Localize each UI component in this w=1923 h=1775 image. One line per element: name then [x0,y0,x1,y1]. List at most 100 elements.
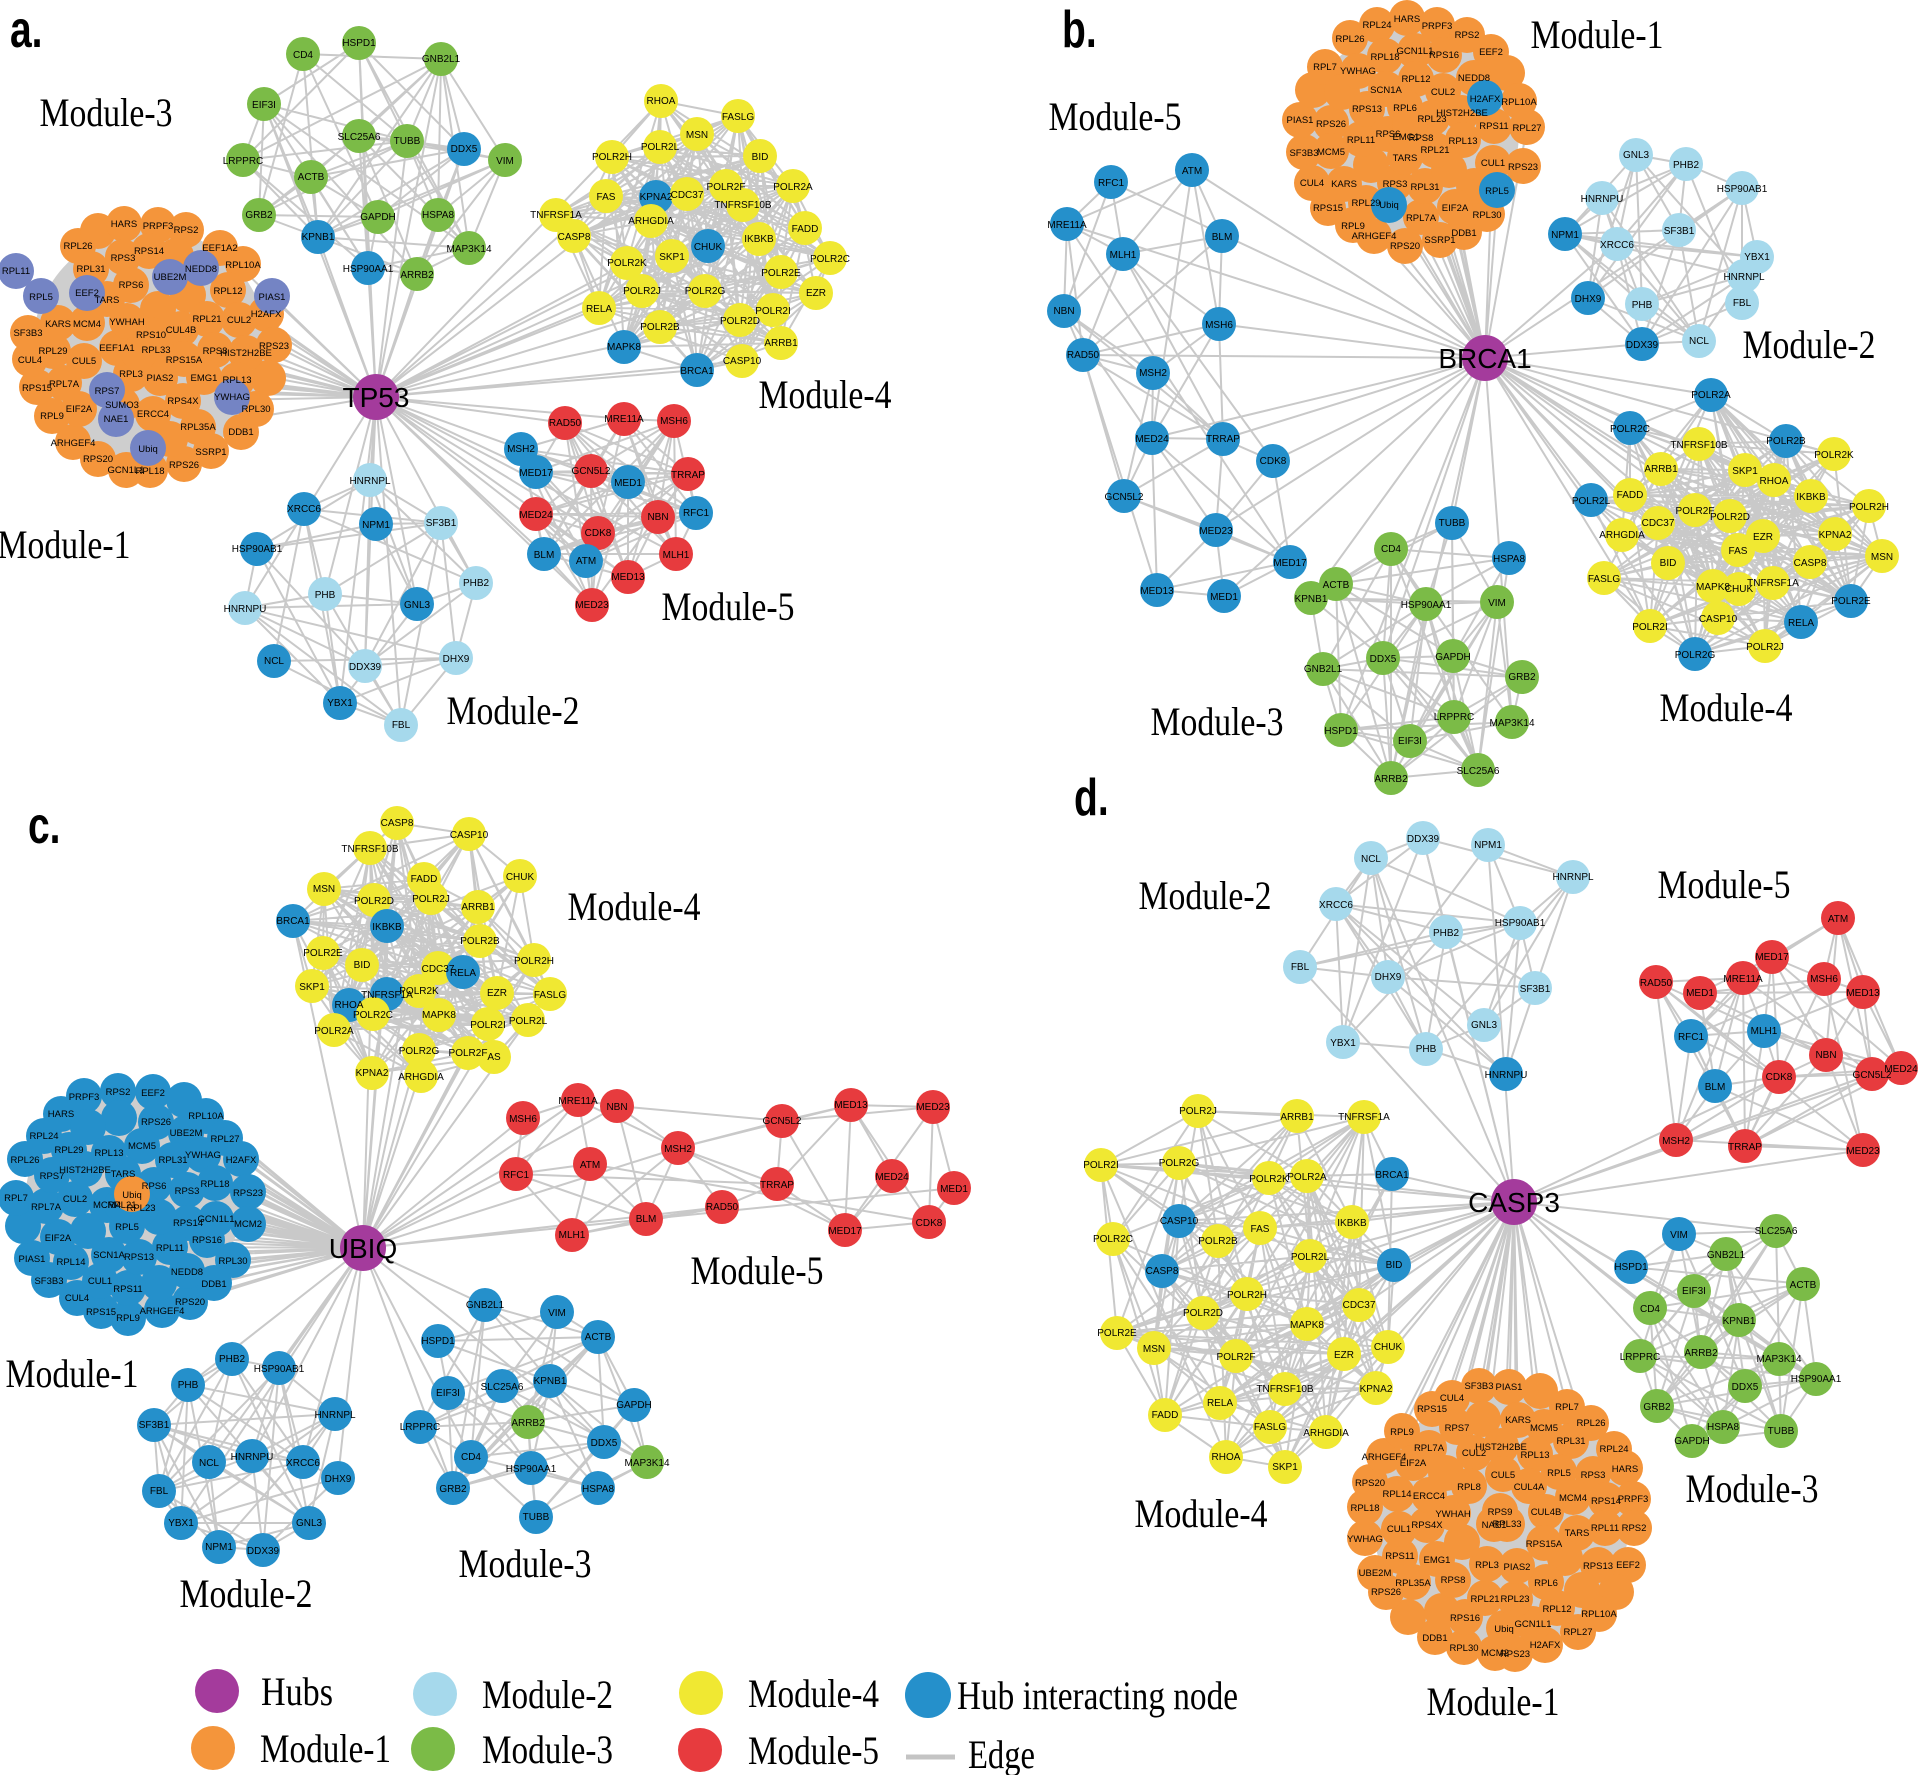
svg-text:DHX9: DHX9 [325,1474,352,1485]
svg-text:HSP90AA1: HSP90AA1 [1791,1374,1842,1385]
svg-text:POLR2A: POLR2A [773,182,813,193]
svg-text:PRPF3: PRPF3 [143,221,174,232]
svg-text:CD4: CD4 [1381,544,1401,555]
svg-text:ERCC4: ERCC4 [1413,1491,1445,1502]
svg-text:MRE11A: MRE11A [604,414,644,425]
svg-text:HARS: HARS [1612,1464,1638,1475]
svg-text:KPNA2: KPNA2 [640,192,673,203]
svg-text:VIM: VIM [548,1308,566,1319]
svg-text:EIF2A: EIF2A [1400,1458,1427,1469]
svg-text:RPL30: RPL30 [241,404,270,415]
svg-text:EZR: EZR [806,288,826,299]
svg-text:MED23: MED23 [916,1102,950,1113]
svg-text:FASLG: FASLG [722,112,754,123]
svg-text:MED17: MED17 [828,1226,862,1237]
svg-text:RPL7A: RPL7A [1406,213,1437,224]
svg-text:MLH1: MLH1 [663,550,690,561]
svg-text:RHOA: RHOA [1212,1452,1241,1463]
svg-text:EIF2A: EIF2A [45,1233,72,1244]
svg-text:EEF2: EEF2 [1479,47,1503,58]
svg-text:FBL: FBL [1733,298,1752,309]
svg-text:POLR2E: POLR2E [1097,1328,1137,1339]
svg-text:RPL7A: RPL7A [31,1202,62,1213]
svg-text:BID: BID [1660,558,1677,569]
svg-text:HNRNPL: HNRNPL [349,476,391,487]
svg-text:LRPPRC: LRPPRC [223,156,264,167]
svg-text:TNFRSF1A: TNFRSF1A [530,210,582,221]
svg-text:NBN: NBN [647,512,668,523]
svg-text:Module-1: Module-1 [0,522,131,567]
svg-text:POLR2G: POLR2G [1675,650,1716,661]
svg-text:AS: AS [487,1052,501,1063]
svg-text:MED1: MED1 [614,478,642,489]
svg-text:GNB2L1: GNB2L1 [1707,1250,1746,1261]
svg-text:RPS16: RPS16 [1450,1613,1480,1624]
svg-text:ARRB1: ARRB1 [764,338,798,349]
svg-text:RPS20: RPS20 [83,454,113,465]
svg-text:EIF2A: EIF2A [66,404,93,415]
svg-text:CHUK: CHUK [1374,1342,1403,1353]
svg-text:ARHGEF4: ARHGEF4 [1362,1452,1407,1463]
svg-text:RPL31: RPL31 [1556,1436,1585,1447]
svg-text:NPM1: NPM1 [1474,840,1502,851]
svg-text:EIF3I: EIF3I [1398,736,1422,747]
svg-text:ATM: ATM [1182,166,1202,177]
svg-text:Module-1: Module-1 [1427,1679,1560,1724]
svg-text:MSN: MSN [686,130,708,141]
svg-text:POLR2B: POLR2B [640,322,680,333]
svg-text:RPL31: RPL31 [76,264,105,275]
svg-text:DDB1: DDB1 [1422,1633,1447,1644]
svg-text:CHUK: CHUK [694,242,723,253]
svg-text:GNB2L1: GNB2L1 [422,54,461,65]
svg-text:RPL30: RPL30 [1449,1643,1478,1654]
svg-text:TNFRSF10B: TNFRSF10B [1256,1384,1314,1395]
svg-text:MLH1: MLH1 [1751,1026,1778,1037]
svg-text:ACTB: ACTB [1790,1280,1817,1291]
svg-text:Module-1: Module-1 [260,1726,391,1771]
svg-text:RPL27: RPL27 [210,1134,239,1145]
svg-text:TUBB: TUBB [394,136,421,147]
svg-text:PHB2: PHB2 [1433,928,1460,939]
svg-text:CDK8: CDK8 [1766,1072,1793,1083]
svg-text:CUL2: CUL2 [1431,87,1455,98]
svg-text:GNL3: GNL3 [404,600,431,611]
svg-text:RPL18: RPL18 [200,1179,229,1190]
svg-text:MED13: MED13 [1846,988,1880,999]
svg-text:Ubiq: Ubiq [1494,1624,1514,1635]
svg-text:MED24: MED24 [1135,434,1169,445]
svg-text:SF3B3: SF3B3 [1464,1381,1493,1392]
svg-text:FADD: FADD [1152,1410,1179,1421]
svg-text:RPS23: RPS23 [1500,1649,1530,1660]
svg-text:CUL4: CUL4 [65,1293,89,1304]
svg-text:RPS3: RPS3 [111,253,136,264]
svg-text:POLR2I: POLR2I [755,306,791,317]
svg-text:FBL: FBL [1291,962,1310,973]
svg-text:TRRAP: TRRAP [671,470,705,481]
svg-text:NEDD8: NEDD8 [185,264,217,275]
svg-text:POLR2G: POLR2G [399,1046,440,1057]
svg-text:RPL35A: RPL35A [1395,1578,1431,1589]
svg-text:NCL: NCL [199,1458,219,1469]
svg-text:RPS2: RPS2 [106,1087,131,1098]
svg-text:SF3B1: SF3B1 [1520,984,1551,995]
svg-text:CUL1: CUL1 [1481,158,1505,169]
svg-text:RPL21: RPL21 [192,314,221,325]
svg-text:MED23: MED23 [575,600,609,611]
svg-text:EIF2A: EIF2A [1442,203,1469,214]
svg-text:HSPA8: HSPA8 [582,1484,614,1495]
svg-text:MED23: MED23 [1846,1146,1880,1157]
svg-text:RPL10A: RPL10A [1581,1609,1617,1620]
svg-text:LRPPRC: LRPPRC [1620,1352,1661,1363]
svg-text:TNFRSF1A: TNFRSF1A [361,990,413,1001]
svg-text:DHX9: DHX9 [1375,972,1402,983]
svg-text:GAPDH: GAPDH [616,1400,652,1411]
svg-text:RPS3: RPS3 [1581,1470,1606,1481]
svg-text:TRRAP: TRRAP [1206,434,1240,445]
svg-text:LRPPRC: LRPPRC [400,1422,441,1433]
svg-text:POLR2A: POLR2A [314,1026,354,1037]
svg-text:ATM: ATM [576,556,596,567]
svg-text:MED23: MED23 [1199,526,1233,537]
svg-text:EIF3I: EIF3I [252,100,276,111]
svg-text:RPS13: RPS13 [1352,104,1382,115]
svg-text:RPS14: RPS14 [173,1218,203,1229]
